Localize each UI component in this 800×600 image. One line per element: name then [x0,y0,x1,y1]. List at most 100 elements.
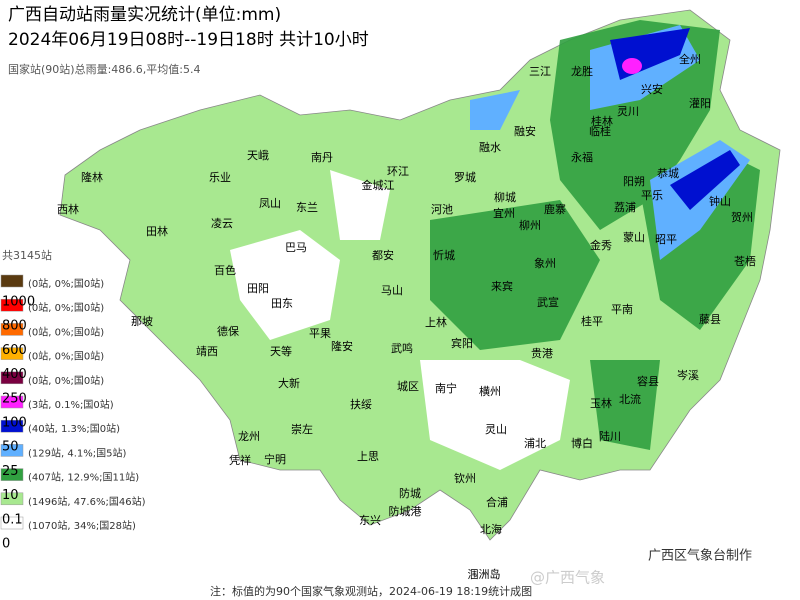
place-name: 横州 [479,384,501,398]
legend-swatch [0,419,24,433]
place-name: 崇左 [291,423,313,436]
legend-threshold: 400 [2,367,27,382]
map-title: 广西自动站雨量实况统计(单位:mm) [8,5,281,25]
place-name: 平乐 [641,189,663,202]
legend-threshold: 250 [2,391,27,406]
legend-stats: (407站, 12.9%;国11站) [28,471,139,484]
place-name: 东兰 [296,201,318,214]
place-name: 永福 [571,150,593,164]
place-name: 贵港 [531,347,553,360]
legend-swatch [0,468,24,481]
place-name: 环江 [387,165,409,178]
place-name: 大新 [278,376,300,390]
place-name: 马山 [381,284,403,297]
note: 注：标值的为90个国家气象观测站，2024-06-19 18:19统计成图 [210,584,532,598]
place-name: 宜州 [493,206,515,220]
place-name: 浦北 [524,437,546,450]
place-name: 罗城 [454,171,476,184]
place-name: 金秀 [590,238,612,252]
place-name: 蒙山 [623,231,645,244]
place-name: 靖西 [196,345,218,358]
place-name: 平果 [309,327,331,340]
legend-swatch [0,371,24,385]
place-name: 南宁 [435,381,457,395]
legend-threshold: 600 [2,343,27,358]
legend-stats: (0站, 0%;国0站) [28,277,104,290]
place-name: 博白 [571,436,593,450]
place-name: 合浦 [486,495,508,509]
place-name: 田林 [146,224,168,238]
legend-stats: (1070站, 34%;国28站) [28,519,136,532]
place-name: 柳州 [519,218,541,232]
place-name: 临桂 [589,124,611,138]
place-name: 钦州 [454,472,476,485]
place-name: 宁明 [264,452,286,466]
watermark: @广西气象 [530,569,605,587]
place-name: 上林 [425,315,447,329]
legend-swatch [0,492,24,506]
place-name: 隆安 [331,339,353,353]
legend-stats: (0站, 0%;国0站) [28,350,104,363]
place-name: 三江 [529,65,551,78]
legend-stats: (0站, 0%;国0站) [28,374,104,387]
place-name: 武鸣 [391,341,413,355]
place-name: 凤山 [259,197,281,210]
place-name: 柳城 [494,190,516,204]
place-name: 平南 [611,303,633,316]
place-name: 龙胜 [571,64,593,78]
place-name: 涠洲岛 [468,567,501,581]
legend-threshold: 0 [2,537,10,552]
place-name: 那坡 [131,315,153,328]
place-name: 藤县 [699,313,721,326]
rain-50 [470,25,750,260]
place-name: 容县 [637,374,659,388]
place-name: 灵川 [617,105,639,118]
place-name: 昭平 [655,233,677,246]
place-name: 龙州 [238,430,260,443]
place-name: 田东 [271,297,293,310]
place-name: 全州 [679,52,701,66]
place-name: 南丹 [311,151,333,164]
place-name: 陆川 [599,429,621,443]
legend-threshold: 100 [2,416,27,431]
place-name: 乐业 [209,171,231,184]
place-name: 西林 [57,202,79,216]
place-name: 都安 [372,248,394,262]
legend-stats: (0站, 0%;国0站) [28,325,104,338]
map-subtitle: 2024年06月19日08时--19日18时 共计10小时 [8,30,369,50]
place-name: 兴安 [641,82,663,96]
place-name: 贺州 [731,211,753,224]
legend-stats: (40站, 1.3%;国0站) [28,422,120,435]
place-name: 百色 [214,263,236,277]
place-name: 宾阳 [451,336,473,350]
no-rain [230,170,570,470]
place-name: 来宾 [491,279,513,293]
place-name: 融安 [514,124,536,138]
legend-swatch [0,347,24,360]
legend-swatch [0,395,24,409]
place-name: 北海 [480,522,502,536]
place-name: 东兴 [359,514,381,527]
legend-swatch [0,274,24,288]
place-name: 忻城 [433,249,455,262]
place-name: 天等 [270,344,292,358]
legend-stats: (3站, 0.1%;国0站) [28,398,114,411]
place-name: 上思 [357,450,379,463]
place-name: 象州 [534,257,556,270]
place-name: 巴马 [285,241,307,254]
place-name: 苍梧 [734,254,756,268]
legend-swatch [0,444,24,457]
legend-swatch [0,516,24,530]
place-name: 灵山 [485,423,507,436]
legend-stats: (0站, 0%;国0站) [28,301,104,314]
place-name: 金城江 [362,178,395,192]
place-name: 融水 [479,141,501,154]
legend-swatch [0,298,24,312]
place-name: 德保 [217,324,239,338]
legend-threshold: 50 [2,440,19,455]
legend-threshold: 25 [2,464,19,479]
place-name: 恭城 [657,167,679,180]
place-name: 桂平 [581,314,603,328]
place-name: 北流 [619,392,641,406]
